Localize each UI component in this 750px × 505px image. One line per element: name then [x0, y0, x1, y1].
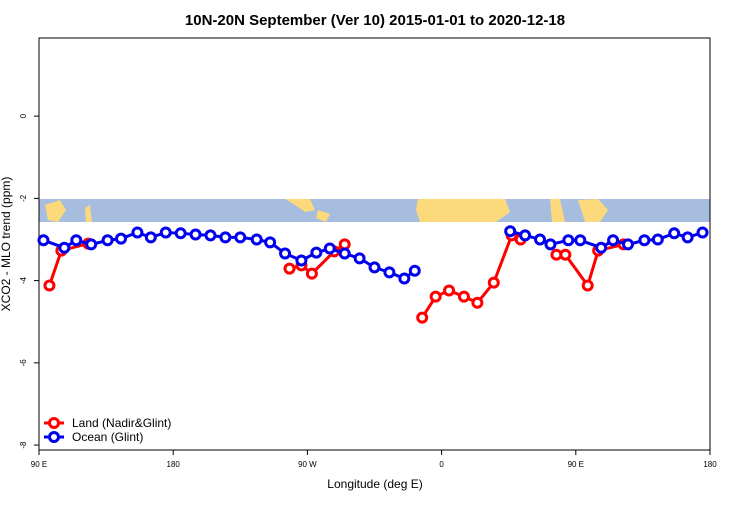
map-strip [39, 199, 710, 222]
point [416, 311, 429, 324]
point [174, 227, 187, 240]
point [581, 279, 594, 292]
y-tick-label: -8 [19, 441, 28, 449]
x-tick-label: 90 E [568, 460, 584, 469]
legend-marker [48, 417, 60, 429]
point [338, 247, 351, 260]
legend: Land (Nadir&Glint)Ocean (Glint) [44, 416, 171, 444]
x-tick-label: 0 [439, 460, 444, 469]
legend-label: Ocean (Glint) [72, 430, 143, 444]
x-tick-label: 180 [703, 460, 717, 469]
point [43, 279, 56, 292]
point [534, 233, 547, 246]
point [264, 236, 277, 249]
point [368, 261, 381, 274]
point [429, 290, 442, 303]
point [504, 225, 517, 238]
point [621, 238, 634, 251]
land-shape [416, 199, 510, 222]
point [651, 233, 664, 246]
point [443, 284, 456, 297]
point [144, 231, 157, 244]
ocean-band [39, 199, 710, 222]
point [295, 254, 308, 267]
point [638, 234, 651, 247]
point [383, 266, 396, 279]
point [696, 226, 709, 239]
point [681, 231, 694, 244]
point [37, 234, 50, 247]
point [574, 234, 587, 247]
point [398, 272, 411, 285]
point [559, 248, 572, 261]
y-tick-label: -2 [19, 194, 28, 202]
point [219, 231, 232, 244]
x-tick-label: 180 [167, 460, 181, 469]
point [457, 290, 470, 303]
point [607, 234, 620, 247]
point [353, 252, 366, 265]
point [189, 228, 202, 241]
point [519, 229, 532, 242]
y-tick-label: 0 [19, 113, 28, 118]
point [408, 264, 421, 277]
point [562, 234, 575, 247]
y-tick-label: -6 [19, 359, 28, 367]
legend-marker [48, 431, 60, 443]
land-shape [85, 205, 92, 222]
land-shape [550, 199, 565, 222]
point [487, 276, 500, 289]
point [234, 231, 247, 244]
point [250, 233, 263, 246]
point [58, 241, 71, 254]
point [544, 238, 557, 251]
x-tick-label: 90 W [298, 460, 317, 469]
land-shape [316, 210, 330, 222]
point [115, 232, 128, 245]
point [283, 262, 296, 275]
chart-title: 10N-20N September (Ver 10) 2015-01-01 to… [185, 12, 565, 29]
point [279, 247, 292, 260]
point [159, 226, 172, 239]
point [204, 229, 217, 242]
point [323, 242, 336, 255]
land-shape [285, 199, 315, 212]
point [70, 234, 83, 247]
point [305, 267, 318, 280]
point [595, 241, 608, 254]
y-axis-label: XCO2 - MLO trend (ppm) [0, 177, 13, 312]
point [668, 227, 681, 240]
point [471, 296, 484, 309]
land-shape [578, 199, 608, 222]
x-tick-label: 90 E [31, 460, 47, 469]
land-shape [45, 200, 66, 222]
point [101, 234, 114, 247]
legend-label: Land (Nadir&Glint) [72, 416, 171, 430]
point [131, 226, 144, 239]
x-axis-label: Longitude (deg E) [327, 477, 422, 491]
y-tick-label: -4 [19, 276, 28, 284]
point [85, 238, 98, 251]
point [310, 246, 323, 259]
